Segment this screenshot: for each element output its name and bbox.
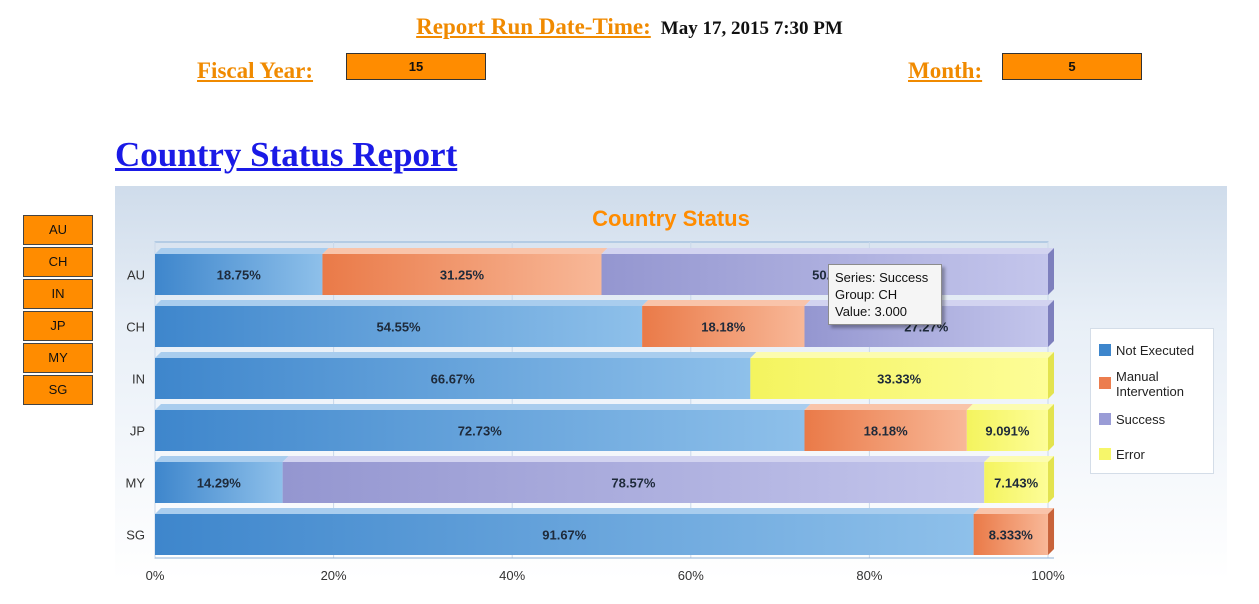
bar-data-label: 91.67% (542, 528, 587, 543)
report-run-value: May 17, 2015 7:30 PM (660, 18, 843, 39)
legend-swatch-not-executed (1099, 344, 1111, 356)
bar-segment[interactable] (155, 358, 751, 399)
country-button-list: AU CH IN JP MY SG (23, 215, 93, 407)
bar-segment[interactable] (750, 358, 1048, 399)
country-button-au[interactable]: AU (23, 215, 93, 245)
country-button-in[interactable]: IN (23, 279, 93, 309)
bar-data-label: 9.091% (985, 424, 1030, 439)
bar-side-face (1048, 300, 1054, 347)
bar-data-label: 18.75% (217, 268, 262, 283)
bar-segment-top (155, 248, 329, 254)
bar-data-label: 7.143% (994, 476, 1039, 491)
bar-segment[interactable] (601, 254, 1049, 295)
country-button-ch[interactable]: CH (23, 247, 93, 277)
fiscal-year-label: Fiscal Year: (197, 58, 314, 83)
tooltip-series: Series: Success (835, 270, 929, 285)
fiscal-year-field[interactable]: 15 (346, 53, 486, 80)
bar-segment-top (155, 508, 980, 514)
bar-segment[interactable] (322, 254, 602, 295)
legend-swatch-manual-intervention (1099, 377, 1111, 389)
bar-data-label: 66.67% (431, 372, 476, 387)
country-button-my[interactable]: MY (23, 343, 93, 373)
x-tick-label: 20% (321, 568, 347, 580)
legend-label-error: Error (1116, 447, 1145, 462)
bar-data-label: 72.73% (458, 424, 503, 439)
bar-segment-top (750, 352, 1054, 358)
bar-side-face (1048, 456, 1055, 503)
legend-label-success: Success (1116, 412, 1166, 427)
bar-data-label: 78.57% (611, 476, 656, 491)
bar-segment-top (973, 508, 1055, 514)
bar-side-face (1048, 352, 1054, 399)
bar-segment-top (804, 404, 973, 410)
bar-side-face (1048, 404, 1055, 451)
x-tick-label: 80% (856, 568, 882, 580)
report-title[interactable]: Country Status Report (115, 135, 458, 174)
x-tick-label: 100% (1031, 568, 1065, 580)
bar-segment-top (282, 456, 991, 462)
legend-swatch-error (1099, 448, 1111, 460)
bar-segment-top (642, 300, 811, 306)
bar-segment[interactable] (155, 410, 805, 451)
bar-segment-top (155, 404, 811, 410)
month-field[interactable]: 5 (1002, 53, 1142, 80)
x-tick-label: 40% (499, 568, 525, 580)
bar-side-face (1048, 248, 1054, 295)
bar-data-label: 31.25% (440, 268, 485, 283)
y-category-label: CH (126, 320, 145, 335)
country-status-chart: 18.75% 31.25% 50.054.55% 18.18% 27.27%66.67%… (126, 241, 1065, 580)
bar-segment-top (966, 404, 1055, 410)
chart-legend: Not Executed Manual Intervention Success… (1090, 328, 1214, 474)
bar-data-label: 14.29% (197, 476, 242, 491)
report-run-label: Report Run Date-Time: (416, 14, 651, 39)
bar-segment-top (322, 248, 608, 254)
bar-segment-top (155, 352, 757, 358)
report-run-row: Report Run Date-Time: May 17, 2015 7:30 … (0, 14, 1259, 40)
y-category-label: AU (127, 268, 145, 283)
legend-swatch-success (1099, 413, 1111, 425)
bar-segment[interactable] (642, 306, 805, 347)
bar-segment[interactable] (155, 306, 643, 347)
country-button-jp[interactable]: JP (23, 311, 93, 341)
bar-segment[interactable] (804, 410, 967, 451)
legend-label-not-executed: Not Executed (1116, 343, 1195, 358)
y-category-label: SG (126, 528, 145, 543)
bar-segment[interactable] (155, 462, 283, 503)
bar-segment-top (155, 300, 649, 306)
bar-segment-top (155, 456, 289, 462)
bar-segment[interactable] (966, 410, 1049, 451)
y-category-label: JP (130, 424, 145, 439)
country-button-sg[interactable]: SG (23, 375, 93, 405)
tooltip-group: Group: CH (835, 287, 898, 302)
bar-segment-top (601, 248, 1054, 254)
x-tick-label: 0% (146, 568, 165, 580)
tooltip-value: Value: 3.000 (835, 304, 908, 319)
bar-segment[interactable] (155, 514, 974, 555)
bar-data-label: 18.18% (701, 320, 746, 335)
chart-panel: Country Status 18.75% 31.25% 50.0 54.55% 18.… (115, 186, 1227, 580)
bar-segment[interactable] (984, 462, 1049, 503)
y-category-label: IN (132, 372, 145, 387)
bar-data-label: 18.18% (864, 424, 909, 439)
bar-side-face (1048, 508, 1055, 555)
legend-label-manual-intervention: Manual Intervention (1116, 369, 1184, 399)
bar-segment-top (984, 456, 1055, 462)
y-category-label: MY (126, 476, 146, 491)
bar-segment[interactable] (155, 254, 323, 295)
bar-segment[interactable] (973, 514, 1049, 555)
month-label: Month: (908, 58, 983, 83)
bar-data-label: 8.333% (989, 528, 1034, 543)
bar-segment[interactable] (282, 462, 985, 503)
chart-tooltip: Series: Success Group: CH Value: 3.000 (828, 264, 942, 325)
chart-title: Country Status (592, 206, 750, 231)
bar-data-label: 54.55% (377, 320, 422, 335)
x-tick-label: 60% (678, 568, 704, 580)
bar-data-label: 33.33% (877, 372, 922, 387)
